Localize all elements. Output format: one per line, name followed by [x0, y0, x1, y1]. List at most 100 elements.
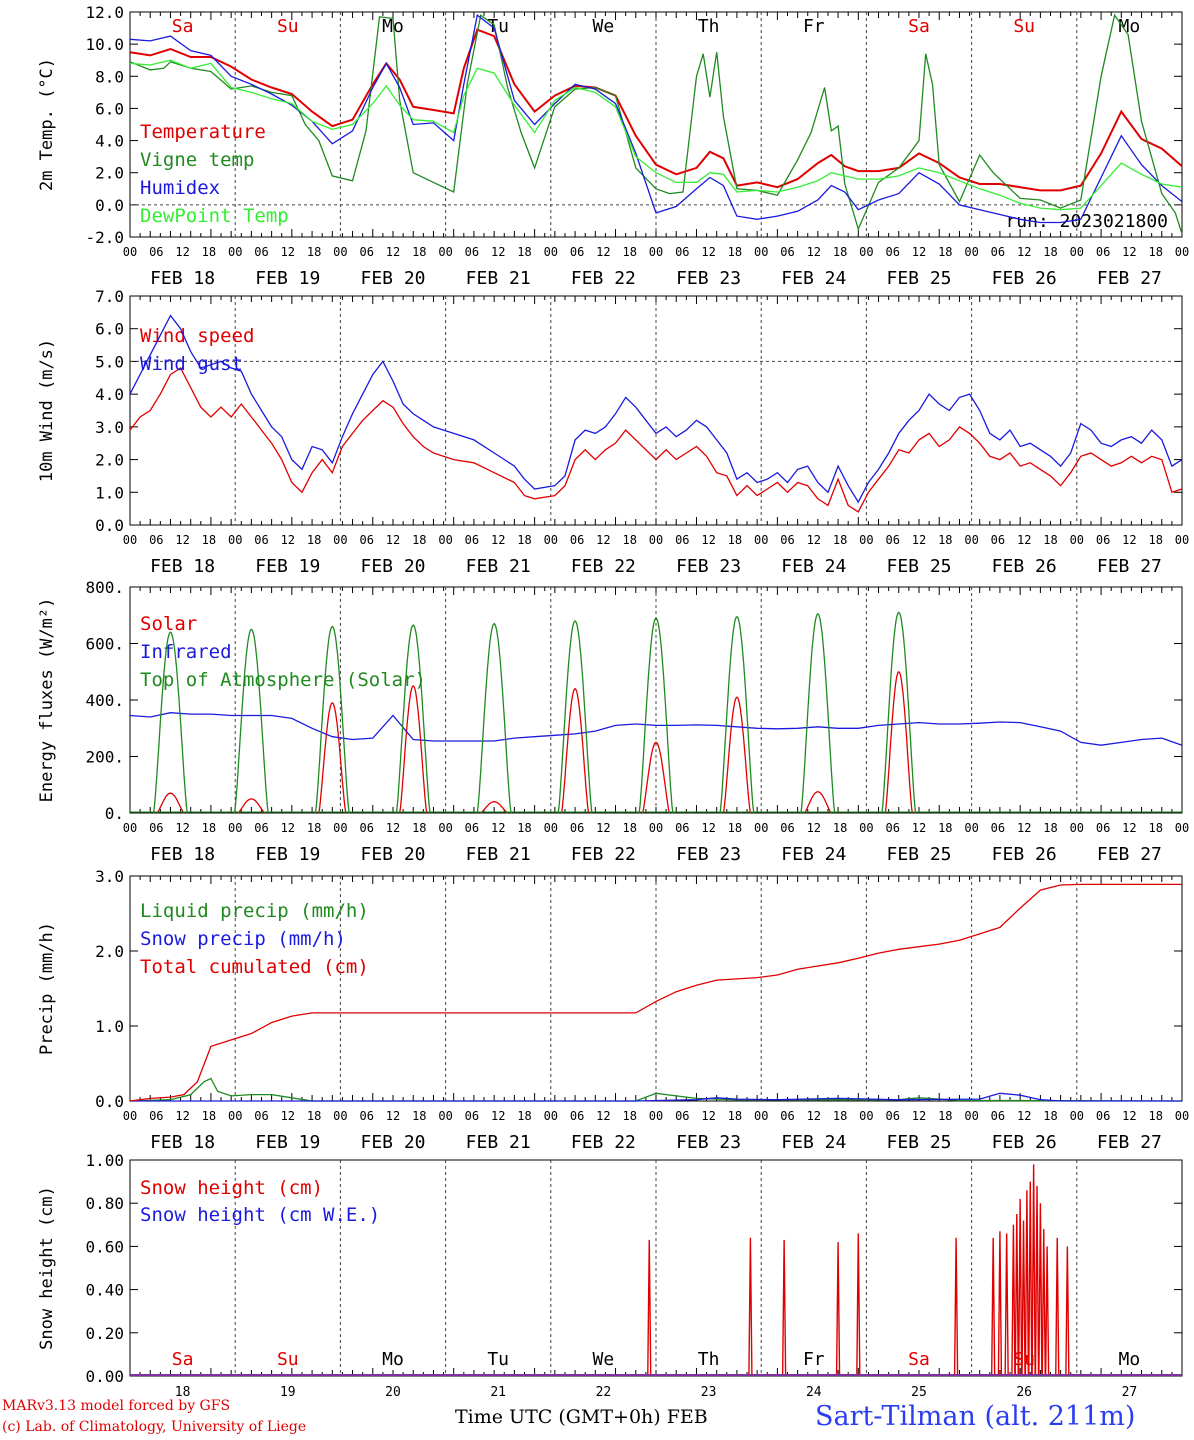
hour-label: 06 — [780, 821, 794, 835]
hour-label: 18 — [1043, 1109, 1057, 1123]
hour-label: 18 — [307, 533, 321, 547]
hour-label: 18 — [517, 821, 531, 835]
weekday-label: Mo — [1119, 1349, 1141, 1370]
hour-label: 18 — [1148, 821, 1162, 835]
hour-label: 12 — [807, 533, 821, 547]
hour-label: 18 — [622, 533, 636, 547]
y-tick-label: 2.0 — [95, 942, 124, 961]
hour-label: 12 — [1017, 245, 1031, 259]
hour-label: 12 — [1017, 821, 1031, 835]
date-label: FEB 22 — [571, 556, 636, 577]
daily-curve — [314, 625, 350, 814]
daily-curve — [560, 687, 590, 814]
hour-label: 12 — [491, 1109, 505, 1123]
legend-entry: Wind gust — [140, 353, 243, 375]
hour-label: 12 — [1017, 1109, 1031, 1123]
run-label: run: 2023021800 — [1005, 211, 1168, 232]
hour-label: 18 — [938, 821, 952, 835]
hour-label: 12 — [596, 1109, 610, 1123]
hour-label: 00 — [1175, 245, 1189, 259]
hour-label: 06 — [465, 245, 479, 259]
hour-label: 06 — [254, 533, 268, 547]
date-label: FEB 22 — [571, 844, 636, 865]
hour-label: 12 — [912, 533, 926, 547]
series-line — [129, 367, 1183, 513]
y-tick-label: 1.00 — [85, 1151, 124, 1170]
snow-spike — [990, 1237, 996, 1377]
series-line — [129, 314, 1183, 504]
hour-label: 00 — [228, 1109, 242, 1123]
hour-label: 00 — [1070, 821, 1084, 835]
y-tick-label: 3.0 — [95, 867, 124, 886]
hour-label: 00 — [964, 821, 978, 835]
legend-entry: Infrared — [140, 641, 232, 663]
snow-spike — [1065, 1246, 1070, 1377]
date-label: FEB 23 — [676, 1132, 741, 1153]
y-tick-label: 0. — [105, 804, 124, 823]
hour-label: 12 — [281, 821, 295, 835]
hour-label: 18 — [307, 1109, 321, 1123]
date-label: FEB 18 — [150, 556, 215, 577]
hour-label: 06 — [780, 1109, 794, 1123]
hour-label: 06 — [254, 1109, 268, 1123]
date-label: FEB 27 — [1097, 556, 1162, 577]
y-tick-label: 0.0 — [95, 1092, 124, 1111]
y-tick-label: 3.0 — [95, 418, 124, 437]
y-tick-label: 2.0 — [95, 164, 124, 183]
y-tick-label: 1.0 — [95, 1017, 124, 1036]
hour-label: 06 — [991, 533, 1005, 547]
date-label: FEB 27 — [1097, 268, 1162, 289]
weekday-label: Th — [698, 16, 720, 37]
hour-label: 00 — [964, 533, 978, 547]
date-label: FEB 19 — [255, 556, 320, 577]
daily-curve — [803, 791, 832, 814]
hour-label: 06 — [991, 245, 1005, 259]
hour-label: 06 — [675, 533, 689, 547]
hour-label: 06 — [885, 533, 899, 547]
hour-label: 00 — [333, 533, 347, 547]
hour-label: 06 — [149, 821, 163, 835]
legend-entry: Snow height (cm) — [140, 1177, 323, 1199]
hour-label: 18 — [833, 245, 847, 259]
date-label: FEB 25 — [886, 268, 951, 289]
weekday-label: Su — [277, 16, 299, 37]
weekday-label: Su — [1013, 16, 1035, 37]
hour-label: 06 — [570, 821, 584, 835]
hour-label: 18 — [622, 1109, 636, 1123]
hour-label: 18 — [517, 245, 531, 259]
hour-label: 12 — [701, 245, 715, 259]
hour-label: 00 — [228, 245, 242, 259]
hour-label: 06 — [254, 821, 268, 835]
hour-label: 18 — [307, 821, 321, 835]
hour-label: 00 — [649, 533, 663, 547]
hour-label: 18 — [412, 821, 426, 835]
legend-entry: Humidex — [140, 177, 220, 199]
y-tick-label: 5.0 — [95, 352, 124, 371]
y-tick-label: 7.0 — [95, 287, 124, 306]
day-number: 22 — [596, 1385, 612, 1400]
daily-curve — [395, 624, 431, 814]
x-axis-label: Time UTC (GMT+0h) — [455, 1406, 661, 1428]
hour-label: 00 — [964, 245, 978, 259]
weekday-label: Tu — [487, 1349, 509, 1370]
hour-label: 12 — [701, 1109, 715, 1123]
legend-entry: Solar — [140, 613, 197, 635]
hour-label: 18 — [1148, 533, 1162, 547]
snow-spike — [1028, 1181, 1033, 1377]
snow-spike — [1038, 1203, 1043, 1377]
hour-label: 00 — [123, 245, 137, 259]
hour-label: 06 — [780, 533, 794, 547]
hour-label: 00 — [544, 821, 558, 835]
hour-label: 18 — [412, 1109, 426, 1123]
date-label: FEB 24 — [781, 268, 846, 289]
daily-curve — [156, 792, 185, 814]
weekday-label: Sa — [172, 16, 194, 37]
day-number: 21 — [490, 1385, 506, 1400]
date-label: FEB 27 — [1097, 1132, 1162, 1153]
hour-label: 12 — [175, 1109, 189, 1123]
y-tick-label: 0.00 — [85, 1367, 124, 1386]
legend-entry: DewPoint Temp — [140, 205, 289, 227]
hour-label: 12 — [807, 1109, 821, 1123]
hour-label: 06 — [991, 821, 1005, 835]
hour-label: 00 — [1175, 533, 1189, 547]
